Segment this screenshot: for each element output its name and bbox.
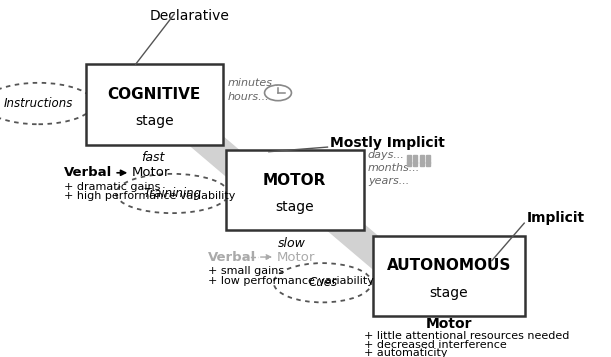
FancyArrow shape	[169, 116, 281, 198]
FancyBboxPatch shape	[86, 64, 223, 145]
Text: COGNITIVE: COGNITIVE	[108, 87, 201, 102]
Text: + low performance variability: + low performance variability	[208, 276, 373, 286]
Text: + dramatic gains: + dramatic gains	[64, 182, 161, 192]
Text: slow: slow	[278, 237, 306, 250]
Text: fast: fast	[141, 151, 164, 164]
Text: stage: stage	[430, 286, 469, 300]
Ellipse shape	[0, 83, 93, 124]
Text: AUTONOMOUS: AUTONOMOUS	[387, 258, 511, 273]
Text: Motor: Motor	[132, 166, 170, 179]
Text: minutes...
hours...: minutes... hours...	[228, 79, 284, 101]
Text: MOTOR: MOTOR	[263, 173, 326, 188]
Text: days...
months...
years...: days... months... years...	[368, 150, 420, 186]
Text: stage: stage	[135, 114, 174, 128]
Text: + small gains: + small gains	[208, 266, 284, 276]
Text: Declarative: Declarative	[150, 9, 229, 23]
Text: Verbal: Verbal	[208, 251, 256, 263]
Text: Implicit: Implicit	[527, 211, 585, 226]
Text: Trainining: Trainining	[143, 187, 202, 200]
Text: + automaticity: + automaticity	[364, 348, 447, 357]
Text: + little attentional resources needed: + little attentional resources needed	[364, 331, 569, 341]
Text: stage: stage	[276, 200, 314, 214]
Text: Motor: Motor	[277, 251, 315, 263]
FancyBboxPatch shape	[373, 236, 525, 316]
Text: + high performance variability: + high performance variability	[64, 191, 235, 201]
Ellipse shape	[274, 263, 371, 302]
Text: Verbal: Verbal	[64, 166, 112, 179]
Text: Mostly Implicit: Mostly Implicit	[330, 136, 445, 150]
Ellipse shape	[116, 174, 229, 213]
Text: Cues: Cues	[308, 276, 337, 289]
FancyArrow shape	[308, 202, 420, 285]
Text: Instructions: Instructions	[4, 97, 73, 110]
FancyBboxPatch shape	[226, 150, 364, 230]
Text: + decreased interference: + decreased interference	[364, 340, 507, 350]
Text: Motor: Motor	[426, 317, 472, 331]
